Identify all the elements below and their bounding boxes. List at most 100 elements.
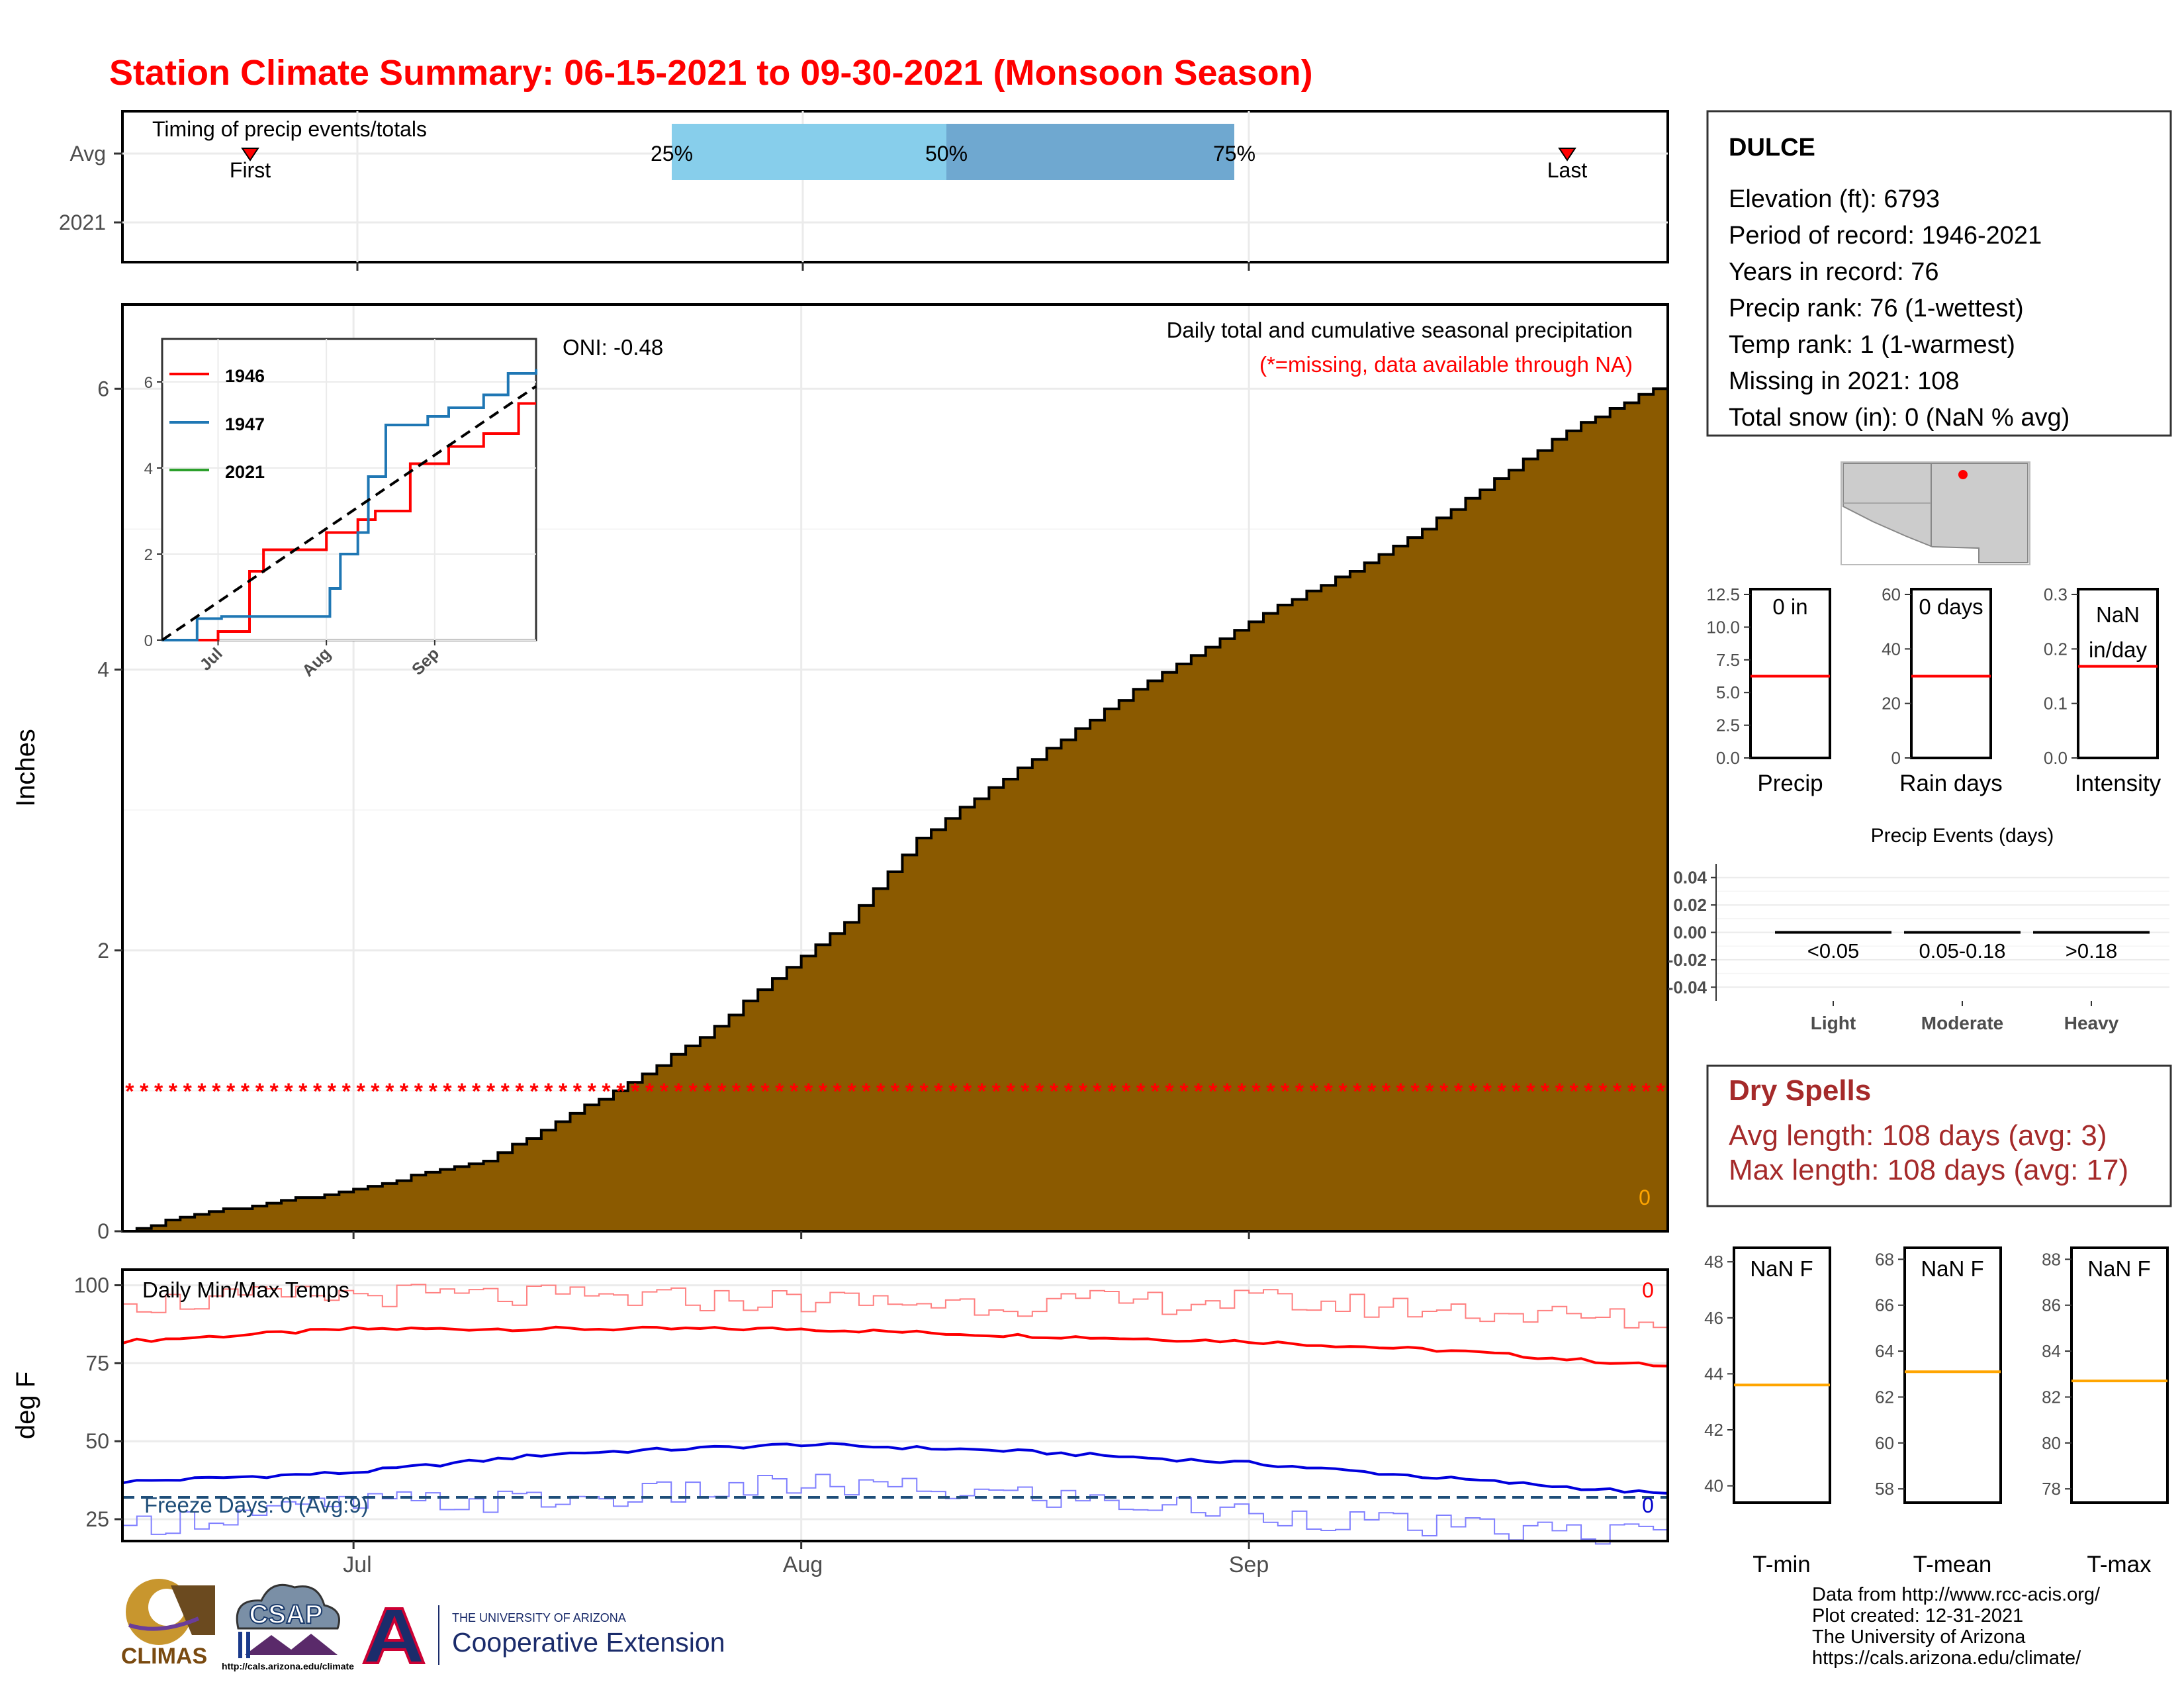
missing-day-star: * [688, 1079, 698, 1104]
missing-day-star: * [270, 1079, 279, 1104]
missing-day-star: * [1107, 1079, 1116, 1104]
dry-spells-box: Dry Spells Avg length: 108 days (avg: 3)… [1706, 1064, 2172, 1207]
missing-day-star: * [819, 1079, 828, 1104]
temp-series-avg-min [122, 1442, 1668, 1495]
cumulative-precip-area [122, 380, 1669, 1233]
missing-day-star: * [1483, 1079, 1492, 1104]
event-range-moderate: 0.05-0.18 [1919, 939, 2006, 962]
climas-logo: CLIMAS [121, 1579, 215, 1669]
row-label-avg: Avg [69, 142, 106, 165]
missing-day-star: * [1512, 1079, 1521, 1104]
missing-day-star: * [429, 1079, 438, 1104]
missing-day-star: * [1526, 1079, 1535, 1104]
missing-note: (*=missing, data available through NA) [1259, 352, 1633, 377]
missing-day-star: * [1266, 1079, 1275, 1104]
missing-day-star: * [1353, 1079, 1362, 1104]
timing-band-50-75 [946, 124, 1234, 180]
missing-day-star: * [515, 1079, 524, 1104]
precip-panel: * * * * * * * * * * * * * * * * * * * * * * * * * * * * * * * * * * * * * * * *… [11, 303, 1669, 1243]
raindays-mini-label: Rain days [1899, 771, 2003, 796]
missing-day-star: * [298, 1079, 308, 1104]
missing-day-star: * [400, 1079, 409, 1104]
temp-bar-tick-label: 58 [1875, 1479, 1894, 1499]
missing-day-star: * [1410, 1079, 1420, 1104]
temp-bar-tick-label: 78 [2042, 1479, 2061, 1499]
tmax-value: NaN F [2087, 1256, 2150, 1281]
missing-day-star: * [1151, 1079, 1160, 1104]
missing-day-star: * [645, 1079, 655, 1104]
missing-day-star: * [183, 1079, 193, 1104]
temp-bar-tick-label: 44 [1704, 1364, 1723, 1383]
temp-series-record-max [122, 1284, 1668, 1329]
temp-bar-tick-label: 68 [1875, 1249, 1894, 1269]
temp-bar-tick-label: 40 [1704, 1476, 1723, 1496]
missing-day-star: * [847, 1079, 856, 1104]
intensity-mini-value-line2: in/day [2089, 637, 2148, 662]
oni-value: ONI: -0.48 [563, 335, 663, 359]
station-location-dot [1958, 470, 1968, 479]
missing-day-star: * [1598, 1079, 1608, 1104]
events-y-tick-label: -0.04 [1668, 977, 1707, 997]
missing-day-star: * [1613, 1079, 1622, 1104]
precip-panel-header: Daily total and cumulative seasonal prec… [1167, 318, 1633, 342]
first-label: First [230, 158, 271, 182]
temps-y-tick-label: 50 [85, 1429, 109, 1453]
temps-y-tick-label: 100 [74, 1274, 109, 1297]
tmax-label: T-max [2087, 1552, 2152, 1577]
event-cat-heavy: Heavy [2064, 1013, 2119, 1033]
raindays-mini-bar: 0 days 60 40 20 0 Rain days [1882, 585, 2003, 796]
missing-day-star: * [1122, 1079, 1131, 1104]
inset-series-1947 [162, 369, 537, 641]
mini-bar-tick-label: 40 [1882, 639, 1901, 659]
temp-series-avg-max [122, 1325, 1668, 1368]
tmean-value: NaN F [1921, 1256, 1983, 1281]
mini-bar-tick-label: 0.2 [2044, 639, 2068, 659]
mini-bar-tick-label: 5.0 [1716, 682, 1740, 702]
credits-block: Data from http://www.rcc-acis.org/ Plot … [1812, 1584, 2101, 1669]
university-of-arizona-logo: THE UNIVERSITY OF ARIZONA Cooperative Ex… [362, 1605, 725, 1665]
missing-day-star: * [775, 1079, 784, 1104]
event-range-heavy: >0.18 [2066, 939, 2117, 962]
temp-bar-tick-label: 86 [2042, 1295, 2061, 1315]
missing-day-star: * [226, 1079, 236, 1104]
mini-bar-tick-label: 0.1 [2044, 694, 2068, 714]
missing-day-star: * [1656, 1079, 1665, 1104]
missing-day-star: * [284, 1079, 293, 1104]
precip-mini-label: Precip [1757, 771, 1823, 796]
missing-day-star: * [1208, 1079, 1218, 1104]
missing-day-star: * [905, 1079, 915, 1104]
precip-y-tick-label: 6 [97, 377, 109, 400]
csap-logo-text: CSAP [249, 1600, 322, 1629]
event-cat-light: Light [1811, 1013, 1856, 1033]
inset-legend-1946: 1946 [225, 366, 265, 386]
raindays-mini-value: 0 days [1919, 594, 1983, 619]
first-marker-icon [241, 148, 259, 162]
station-elevation: Elevation (ft): 6793 [1729, 185, 1940, 213]
intensity-mini-value-line1: NaN [2096, 602, 2140, 627]
missing-day-star: * [660, 1079, 669, 1104]
pct-75-label: 75% [1213, 142, 1255, 165]
events-y-tick-label: 0.04 [1673, 868, 1707, 888]
temp-bar-tick-label: 48 [1704, 1252, 1723, 1272]
missing-day-star: * [457, 1079, 467, 1104]
temp-bar-tick-label: 88 [2042, 1249, 2061, 1269]
missing-day-star: * [501, 1079, 510, 1104]
temp-bar-tick-label: 80 [2042, 1433, 2061, 1453]
timing-panel-title: Timing of precip events/totals [152, 117, 427, 141]
event-range-light: <0.05 [1807, 939, 1859, 962]
missing-day-star: * [169, 1079, 178, 1104]
mini-bar-tick-label: 0 [1891, 748, 1901, 768]
missing-day-star: * [1338, 1079, 1347, 1104]
missing-day-star: * [790, 1079, 799, 1104]
missing-day-star: * [241, 1079, 250, 1104]
missing-day-star: * [1497, 1079, 1506, 1104]
temp-bar-tick-label: 46 [1704, 1308, 1723, 1328]
missing-day-star: * [804, 1079, 813, 1104]
temps-y-axis-label: deg F [11, 1372, 40, 1439]
missing-day-star: * [1035, 1079, 1044, 1104]
dry-spells-title: Dry Spells [1729, 1074, 1871, 1107]
missing-day-star: * [703, 1079, 712, 1104]
temps-panel: 100 75 50 25 deg F Daily Min/Max Temps Free… [11, 1268, 1669, 1577]
missing-day-star: * [559, 1079, 568, 1104]
